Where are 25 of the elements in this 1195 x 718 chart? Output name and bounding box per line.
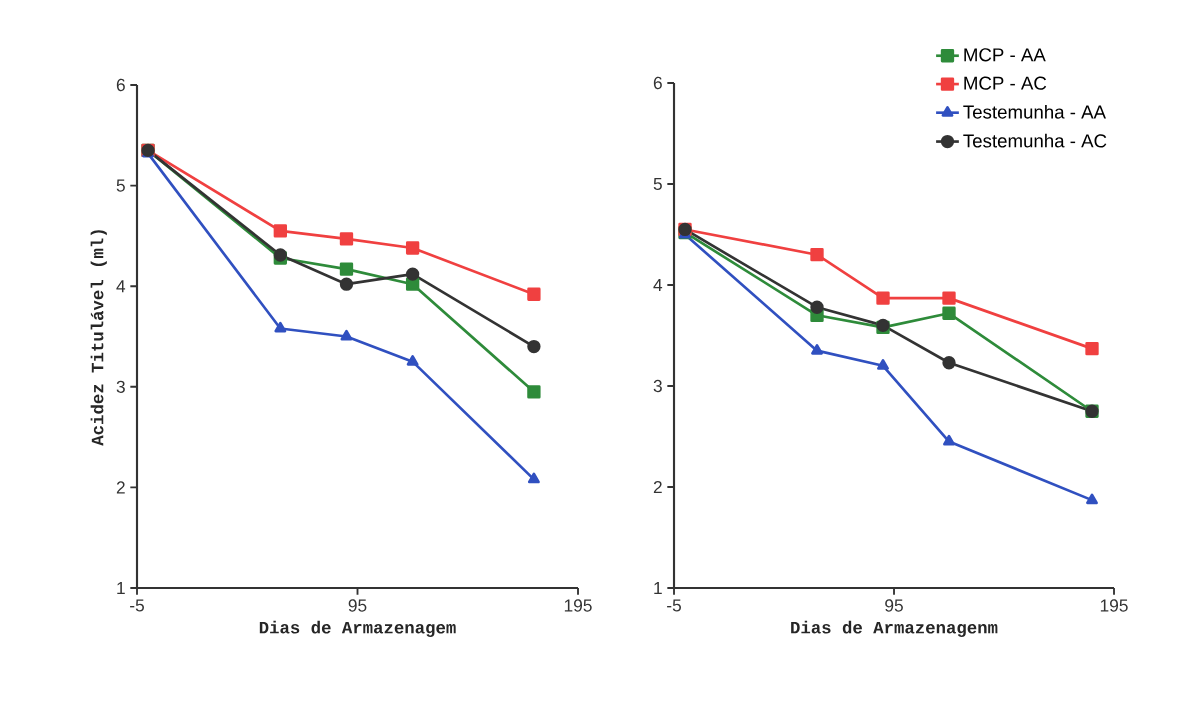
x-axis-title: Dias de Armazenagem — [259, 620, 456, 638]
y-tick-label: 6 — [653, 76, 662, 90]
y-tick-label: 5 — [116, 179, 125, 192]
y-tick-label: 4 — [653, 279, 663, 291]
y-tick-label: 5 — [653, 177, 662, 191]
y-tick-label: 1 — [654, 582, 662, 594]
y-tick-label: 3 — [116, 380, 125, 393]
legend-label: MCP - AC — [964, 76, 1047, 90]
x-tick-label: 195 — [564, 599, 592, 612]
x-tick-label: -5 — [667, 599, 681, 612]
x-tick-label: -5 — [130, 599, 144, 612]
legend-label: Testemunha - AA — [963, 104, 1106, 119]
x-tick-label: 95 — [348, 599, 367, 612]
legend-label: MCP - AA — [964, 48, 1046, 62]
x-axis-title: Dias de Armazenagenm — [791, 620, 998, 638]
y-tick-label: 2 — [116, 481, 125, 494]
y-axis-title: Acidez Titulável (ml) — [90, 230, 107, 446]
legend-label: Testemunha - AC — [963, 133, 1107, 148]
x-tick-label: 195 — [1100, 599, 1128, 612]
y-tick-label: 6 — [116, 78, 125, 92]
y-tick-label: 1 — [117, 582, 125, 594]
y-tick-label: 2 — [653, 480, 662, 494]
y-tick-label: 3 — [653, 379, 662, 393]
y-tick-label: 4 — [116, 280, 126, 293]
x-tick-label: 95 — [885, 599, 903, 612]
